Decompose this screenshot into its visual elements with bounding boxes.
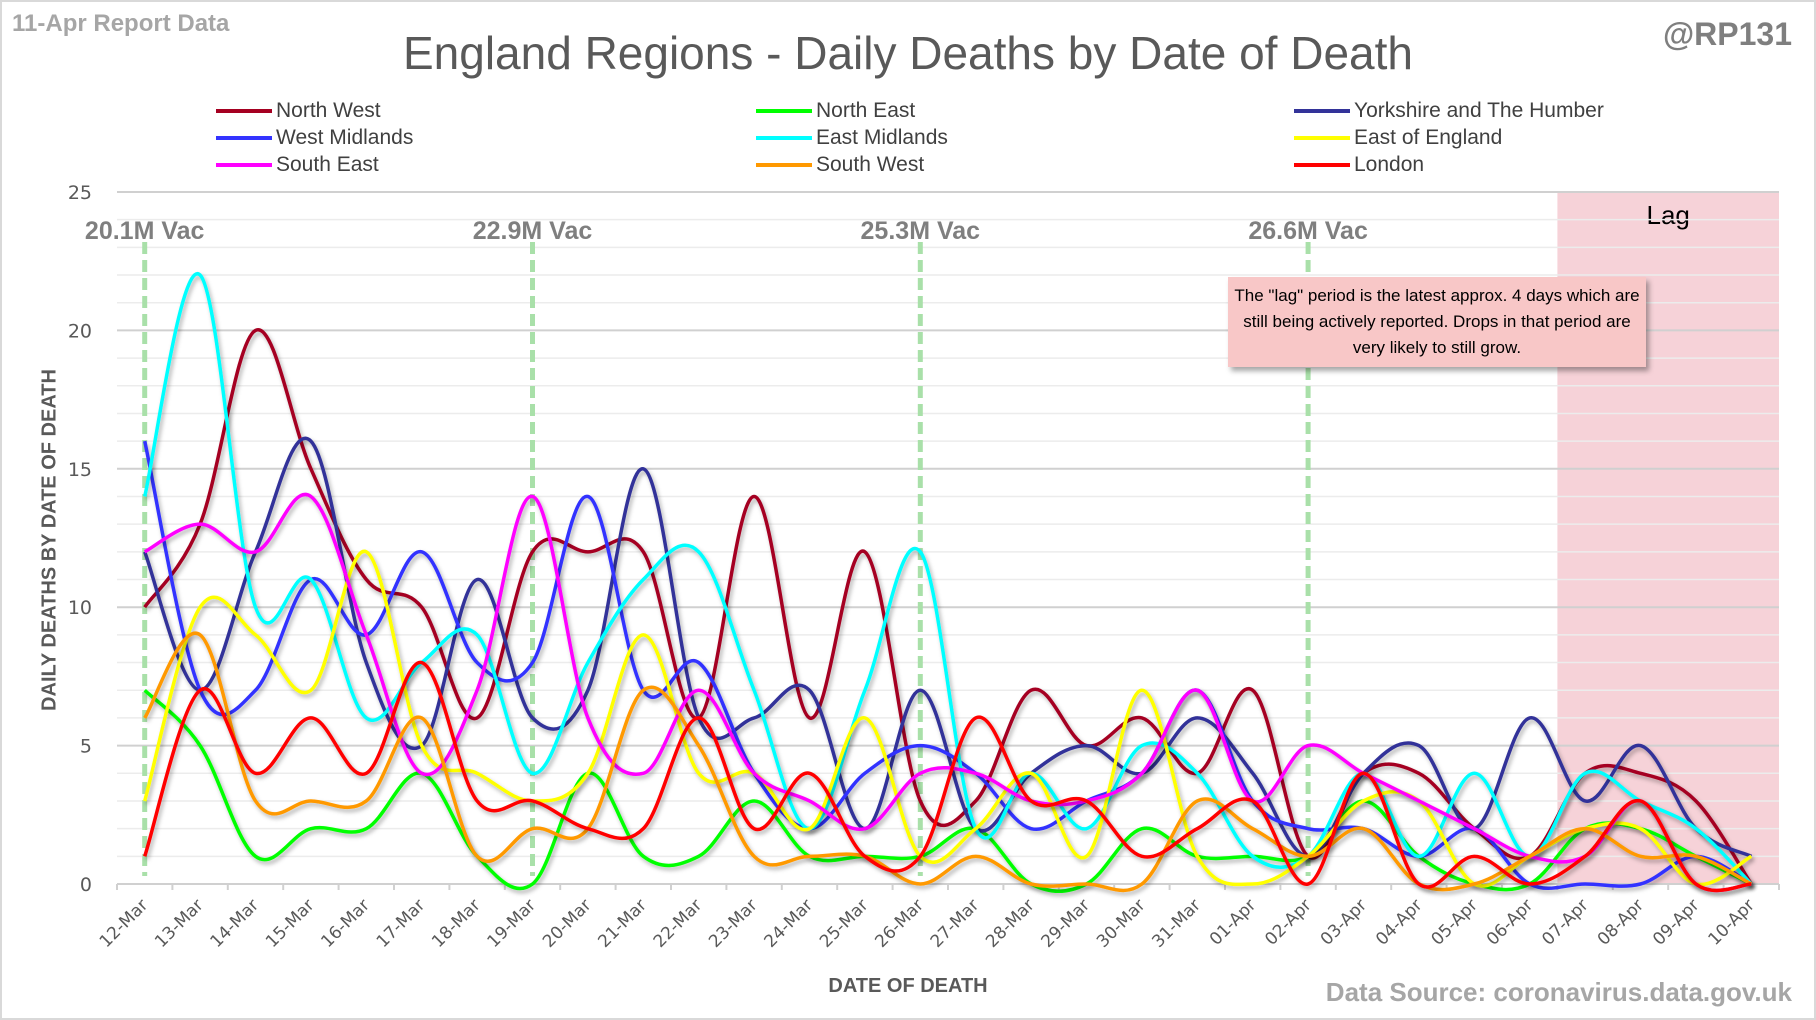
lag-label: Lag: [1647, 200, 1690, 230]
y-tick-label: 15: [68, 459, 92, 481]
x-tick-label: 10-Apr: [1705, 895, 1759, 949]
x-tick-label: 18-Mar: [428, 895, 484, 951]
legend-swatch: [216, 163, 272, 167]
legend-label: Yorkshire and The Humber: [1354, 99, 1604, 122]
x-tick-label: 30-Mar: [1093, 895, 1149, 951]
vaccination-marker-label: 25.3M Vac: [861, 217, 981, 245]
legend-swatch: [1294, 163, 1350, 167]
x-tick-label: 01-Apr: [1206, 895, 1260, 949]
x-axis-label: DATE OF DEATH: [828, 975, 988, 997]
y-axis-label: DAILY DEATHS BY DATE OF DEATH: [38, 369, 61, 711]
x-tick-label: 09-Apr: [1649, 895, 1703, 949]
x-tick-label: 25-Mar: [816, 895, 872, 951]
x-tick-label: 08-Apr: [1594, 895, 1648, 949]
legend-label: East Midlands: [816, 126, 948, 149]
legend-swatch: [756, 109, 812, 113]
x-tick-label: 03-Apr: [1317, 895, 1371, 949]
legend-item: South West: [756, 152, 924, 178]
x-tick-label: 22-Mar: [650, 895, 706, 951]
vaccination-marker-label: 20.1M Vac: [85, 217, 205, 245]
author-handle: @RP131: [1662, 16, 1792, 52]
x-tick-label: 24-Mar: [761, 895, 817, 951]
x-tick-label: 15-Mar: [262, 895, 318, 951]
x-tick-label: 26-Mar: [871, 895, 927, 951]
series-line-north-east: [143, 688, 1753, 894]
series-line-yorkshire-and-the-humber: [143, 436, 1753, 859]
report-date-label: 11-Apr Report Data: [12, 10, 230, 37]
legend-item: Yorkshire and The Humber: [1294, 98, 1604, 124]
x-tick-label: 14-Mar: [207, 895, 263, 951]
series-line-east-midlands: [143, 272, 1753, 886]
legend-swatch: [1294, 109, 1350, 113]
legend-item: North West: [216, 98, 381, 124]
x-tick-label: 20-Mar: [539, 895, 595, 951]
legend-item: London: [1294, 152, 1424, 178]
x-tick-label: 02-Apr: [1261, 895, 1315, 949]
legend-swatch: [216, 109, 272, 113]
x-tick-label: 23-Mar: [705, 895, 761, 951]
y-tick-label: 10: [68, 597, 92, 619]
legend-item: East of England: [1294, 125, 1502, 151]
series-line-london: [143, 660, 1752, 893]
legend-item: South East: [216, 152, 379, 178]
series-line-south-west: [143, 631, 1753, 893]
x-tick-label: 21-Mar: [594, 895, 650, 951]
legend-label: West Midlands: [276, 126, 414, 149]
x-tick-label: 27-Mar: [927, 895, 983, 951]
legend-label: North West: [276, 99, 381, 122]
legend-swatch: [216, 136, 272, 140]
legend-label: East of England: [1354, 126, 1503, 149]
vaccination-marker-label: 26.6M Vac: [1248, 217, 1368, 245]
x-tick-label: 29-Mar: [1038, 895, 1094, 951]
y-tick-label: 0: [80, 874, 92, 896]
legend-label: South West: [816, 153, 925, 176]
y-tick-label: 5: [80, 736, 92, 758]
legend-swatch: [756, 136, 812, 140]
x-tick-label: 05-Apr: [1428, 895, 1482, 949]
legend-item: West Midlands: [216, 125, 413, 151]
legend-swatch: [1294, 136, 1350, 140]
x-tick-label: 31-Mar: [1148, 895, 1204, 951]
y-tick-label: 25: [68, 182, 92, 204]
x-tick-label: 19-Mar: [484, 895, 540, 951]
chart-title: England Regions - Daily Deaths by Date o…: [402, 27, 1413, 79]
legend-label: London: [1354, 153, 1425, 176]
legend-label: South East: [276, 153, 379, 176]
x-tick-label: 06-Apr: [1483, 895, 1537, 949]
x-tick-label: 07-Apr: [1538, 895, 1592, 949]
series-line-west-midlands: [142, 440, 1753, 891]
x-tick-label: 17-Mar: [373, 895, 429, 951]
legend: North West North East Yorkshire and The Hu…: [0, 98, 1816, 188]
series-line-north-west: [143, 328, 1753, 885]
legend-label: North East: [816, 99, 916, 122]
legend-item: East Midlands: [756, 125, 948, 151]
x-tick-label: 04-Apr: [1372, 895, 1426, 949]
vaccination-marker-label: 22.9M Vac: [473, 217, 593, 245]
x-tick-label: 12-Mar: [96, 895, 152, 951]
legend-item: North East: [756, 98, 915, 124]
lag-note: The "lag" period is the latest approx. 4…: [1228, 277, 1646, 367]
x-tick-label: 13-Mar: [151, 895, 207, 951]
x-tick-label: 28-Mar: [982, 895, 1038, 951]
legend-swatch: [756, 163, 812, 167]
data-source: Data Source: coronavirus.data.gov.uk: [1325, 977, 1792, 1007]
y-tick-label: 20: [68, 320, 92, 342]
x-tick-label: 16-Mar: [317, 895, 373, 951]
